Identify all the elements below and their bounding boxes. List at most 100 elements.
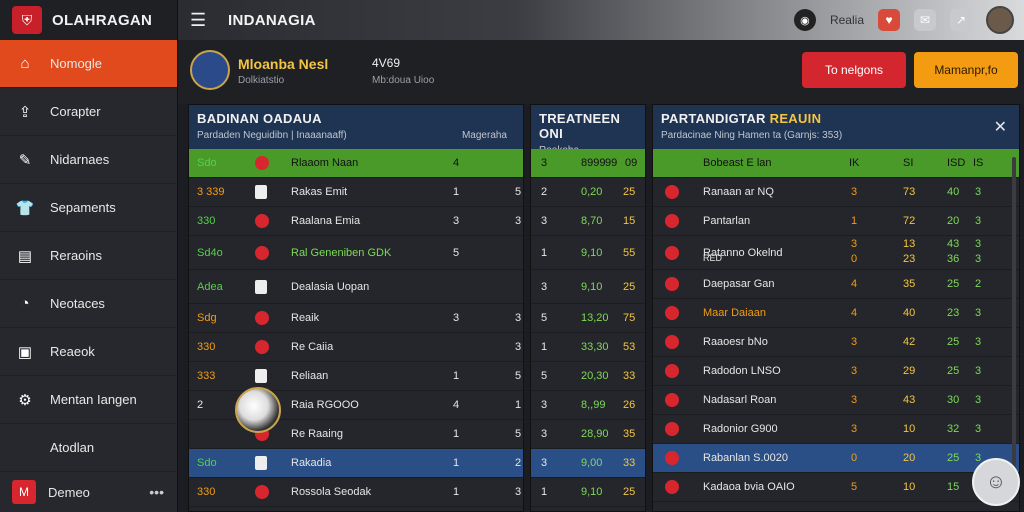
- treatment-count: 5: [541, 312, 548, 324]
- player-stat-a: 5: [453, 246, 460, 259]
- club-icon[interactable]: ◉: [793, 9, 816, 31]
- table-row[interactable]: Raaoesr bNo 3 42 25 3: [653, 328, 1019, 357]
- column-header: 09: [625, 157, 638, 169]
- table-row[interactable]: 1 9,10 55: [531, 236, 645, 270]
- player-stat-b: 3: [515, 312, 522, 324]
- close-icon[interactable]: ✕: [993, 119, 1007, 136]
- table-row[interactable]: 1 9,10 25: [531, 478, 645, 507]
- table-row[interactable]: 5 20,30 33: [531, 362, 645, 391]
- player-name: Reaik: [291, 312, 320, 324]
- sidebar-item-label: Sepaments: [50, 200, 116, 215]
- primary-action-button[interactable]: To nelgons: [802, 52, 906, 88]
- player-name: Rossola Seodak: [291, 486, 372, 498]
- table-row[interactable]: 5 13,20 75: [531, 304, 645, 333]
- standings-panel-title-highlight: REAUIN: [769, 111, 822, 126]
- player-name: Raalana Emia: [291, 215, 361, 227]
- club-name: Ratanno Okelnd: [703, 246, 783, 259]
- treatment-days: 25: [623, 486, 636, 498]
- sidebar-item-3[interactable]: 👕 Sepaments: [0, 184, 177, 232]
- table-row[interactable]: Sdo Rakadia 1 2: [189, 449, 523, 478]
- more-icon[interactable]: •••: [149, 484, 164, 500]
- hamburger-icon[interactable]: ☰: [190, 9, 207, 30]
- sidebar-bottom-label: Demeo: [48, 484, 90, 500]
- table-row[interactable]: Adea Dealasia Uopan: [189, 270, 523, 304]
- table-row[interactable]: 333 Reliaan 1 5: [189, 362, 523, 391]
- table-row[interactable]: 330 Re Caiia 3: [189, 333, 523, 362]
- sidebar-item-2[interactable]: ✎ Nidarnaes: [0, 136, 177, 184]
- table-row[interactable]: 330 Rossola Seodak 1 3: [189, 478, 523, 507]
- sidebar-item-5[interactable]: ◔ Neotaces: [0, 280, 177, 328]
- table-row[interactable]: 2 0,20 25: [531, 178, 645, 207]
- sidebar-nav: ⌂ Nomogle ⇪ Corapter ✎ Nidarnaes 👕 Sepaments…: [0, 40, 177, 472]
- column-header: Bobeast E lan: [703, 157, 772, 169]
- table-row[interactable]: 3 8,,99 26: [531, 391, 645, 420]
- table-row[interactable]: Ratanno Okelnd RED 3 13 43 3 0 23 36 3: [653, 236, 1019, 270]
- table-row[interactable]: Sdg Reaik 3 3: [189, 304, 523, 333]
- table-row[interactable]: Kadaoa bvia OAIO510155: [653, 473, 1019, 502]
- club-stat-c: 15: [947, 481, 960, 493]
- club-stat-c: 25: [947, 452, 960, 464]
- sidebar-item-label: Reraoins: [50, 248, 103, 263]
- treatment-value: 9,10: [581, 280, 603, 293]
- club-stat-d: 3: [975, 365, 982, 377]
- topbar: ☰ INDANAGIA ◉ Realia ♥ ✉ ↗: [178, 0, 1024, 40]
- sidebar-item-label: Nomogle: [50, 56, 103, 71]
- treatment-days: 55: [623, 246, 636, 259]
- club-name: Radodon LNSO: [703, 365, 781, 377]
- club-stat-d: 3: [975, 336, 982, 348]
- brand[interactable]: ⛨ OLAHRAGAN: [0, 0, 177, 40]
- sidebar-item-8[interactable]: Atodlan: [0, 424, 177, 472]
- table-row[interactable]: 1 33,30 53: [531, 333, 645, 362]
- table-row[interactable]: Daepasar Gan 4 35 25 2: [653, 270, 1019, 299]
- sidebar-bottom[interactable]: M Demeo •••: [0, 472, 178, 512]
- treatment-days: 35: [623, 428, 636, 440]
- table-row[interactable]: Maar Daiaan 4 40 23 3: [653, 299, 1019, 328]
- message-icon[interactable]: ✉: [914, 9, 936, 31]
- table-row[interactable]: 330 Raalana Emia 3 3: [189, 207, 523, 236]
- notification-icon[interactable]: ♥: [878, 9, 900, 31]
- player-position: Adea: [197, 280, 223, 293]
- sidebar-item-1[interactable]: ⇪ Corapter: [0, 88, 177, 136]
- table-row[interactable]: Pantarlan 1 72 20 3: [653, 207, 1019, 236]
- club-stat-d: 3: [975, 423, 982, 435]
- sidebar-item-0[interactable]: ⌂ Nomogle: [0, 40, 177, 88]
- sidebar-item-7[interactable]: ⚙ Mentan Iangen: [0, 376, 177, 424]
- floating-assistant-avatar[interactable]: ☺: [972, 458, 1020, 506]
- player-name: Raia RGOOO: [291, 399, 359, 411]
- squad-panel-header: BADINAN OADAUA Pardaden Neguidibn | Inaa…: [189, 105, 523, 149]
- table-row[interactable]: Ranaan ar NQ 3 73 40 3: [653, 178, 1019, 207]
- chart-icon[interactable]: ↗: [950, 9, 972, 31]
- scrollbar[interactable]: [1012, 157, 1016, 497]
- table-row[interactable]: Rabanlan S.0020 0 20 25 3: [653, 444, 1019, 473]
- column-header: 99: [605, 157, 618, 169]
- table-row[interactable]: 3 28,90 35: [531, 420, 645, 449]
- table-row[interactable]: Sd4o Ral Geneniben GDK 5: [189, 236, 523, 270]
- club-stat-c: 23: [947, 307, 960, 319]
- player-name: Dealasia Uopan: [291, 280, 370, 293]
- table-row[interactable]: 3 8,70 15: [531, 207, 645, 236]
- sidebar-item-4[interactable]: ▤ Reraoins: [0, 232, 177, 280]
- player-name: Rakas Emit: [291, 186, 348, 198]
- table-row[interactable]: Sdo Rlaaom Naan 4: [189, 149, 523, 178]
- secondary-action-button[interactable]: Mamanpr,fo: [914, 52, 1018, 88]
- table-row[interactable]: Nadasarl Roan 3 43 30 3: [653, 386, 1019, 415]
- treatment-count: 3: [541, 428, 548, 440]
- sidebar-item-label: Corapter: [50, 104, 101, 119]
- club-stat-b: 40: [903, 307, 916, 319]
- treatment-value: 9,10: [581, 486, 603, 498]
- kit-icon: [255, 340, 269, 354]
- table-row[interactable]: Radonior G900 3 10 32 3: [653, 415, 1019, 444]
- table-row[interactable]: 3 9,00 33: [531, 449, 645, 478]
- player-position: Sdo: [197, 457, 217, 469]
- club-stat-a: 3: [851, 336, 858, 348]
- table-row[interactable]: 3 9,10 25: [531, 270, 645, 304]
- kit-icon: [255, 245, 269, 260]
- club-stat-d: 3: [975, 307, 982, 319]
- club-crest-icon: [665, 393, 679, 407]
- table-row[interactable]: Radodon LNSO 3 29 25 3: [653, 357, 1019, 386]
- sidebar-item-6[interactable]: ▣ Reaeok: [0, 328, 177, 376]
- avatar[interactable]: [986, 6, 1014, 34]
- squad-panel: BADINAN OADAUA Pardaden Neguidibn | Inaa…: [188, 104, 524, 512]
- player-stat-a: 1: [453, 457, 460, 469]
- table-row[interactable]: 3 339 Rakas Emit 1 5: [189, 178, 523, 207]
